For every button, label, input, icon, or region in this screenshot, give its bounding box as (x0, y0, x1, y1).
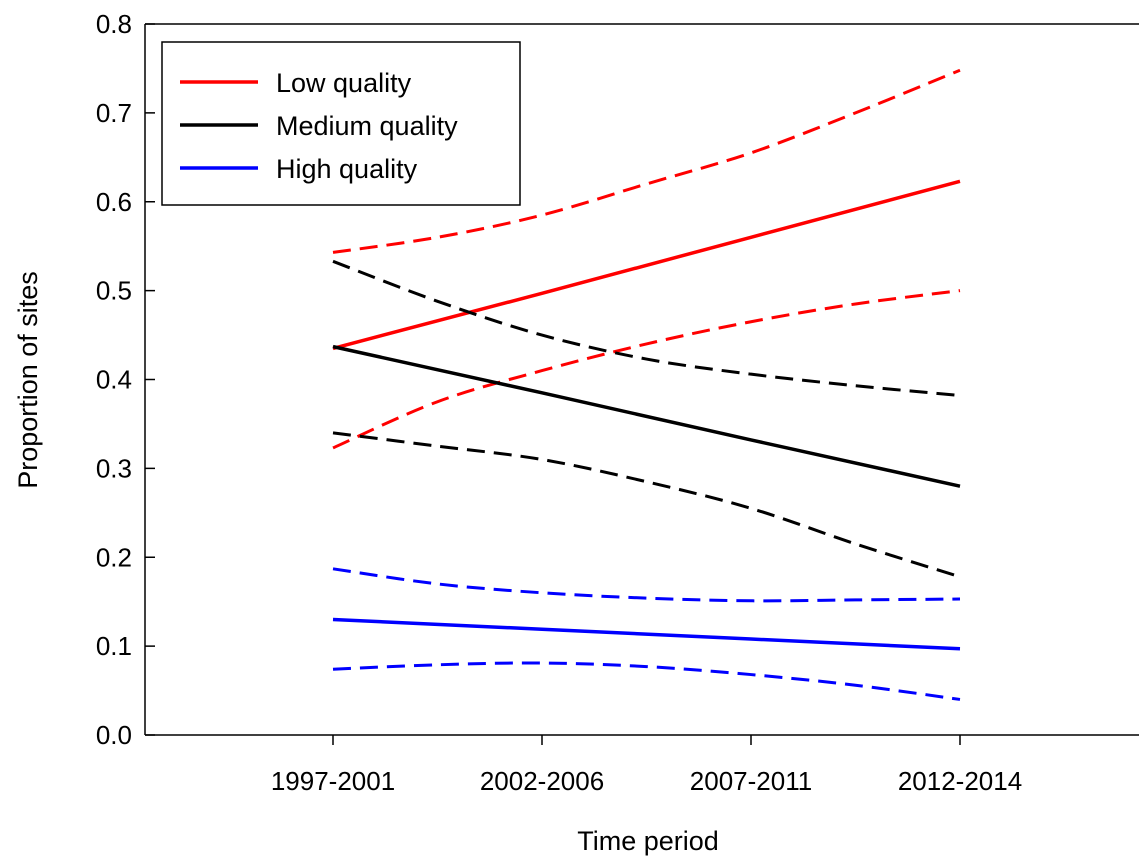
y-tick-label: 0.8 (96, 9, 132, 39)
legend-items: Low quality Medium quality High quality (180, 68, 458, 184)
high-quality-upper-ci-line (332, 567, 961, 603)
x-tick-label: 2012-2014 (898, 766, 1022, 796)
y-tick-label: 0.1 (96, 631, 132, 661)
x-tick-label: 2007-2011 (690, 766, 812, 796)
legend-label: Low quality (276, 68, 412, 98)
medium-quality-line (332, 344, 961, 488)
medium-quality-lower-ci-line (332, 431, 961, 579)
y-tick-label: 0.4 (96, 365, 132, 395)
legend-label: Medium quality (276, 111, 458, 141)
low-quality-line (332, 179, 961, 351)
x-axis-title: Time period (577, 826, 719, 856)
medium-quality-upper-ci-line (332, 259, 961, 397)
high-quality-lower-ci-line (332, 661, 961, 701)
y-tick-label: 0.0 (96, 720, 132, 750)
low-quality-lower-ci-line (332, 289, 961, 450)
high-quality-line (332, 617, 961, 651)
y-axis-title: Proportion of sites (13, 271, 43, 489)
y-tick-label: 0.2 (96, 542, 132, 572)
y-tick-label: 0.7 (96, 98, 132, 128)
series-lines (332, 68, 961, 701)
legend-label: High quality (276, 154, 418, 184)
y-axis-ticks: 0.0 0.1 0.2 0.3 0.4 0.5 0.6 0.7 0.8 (96, 9, 155, 750)
low-quality-upper-ci-line (332, 68, 961, 254)
y-tick-label: 0.6 (96, 187, 132, 217)
y-tick-label: 0.3 (96, 453, 132, 483)
y-tick-label: 0.5 (96, 276, 132, 306)
x-tick-label: 1997-2001 (271, 766, 395, 796)
legend: Low quality Medium quality High quality (161, 41, 521, 206)
x-tick-label: 2002-2006 (480, 766, 604, 796)
x-axis-ticks: 1997-2001 2002-2006 2007-2011 2012-2014 (271, 735, 1022, 796)
